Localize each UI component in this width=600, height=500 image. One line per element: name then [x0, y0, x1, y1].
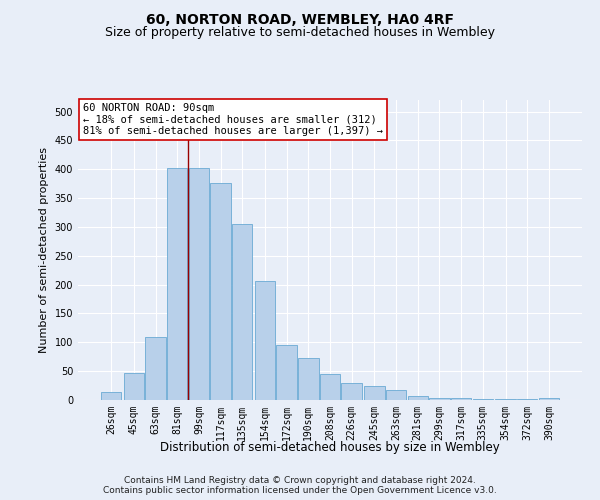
- Bar: [429, 398, 449, 400]
- Text: Size of property relative to semi-detached houses in Wembley: Size of property relative to semi-detach…: [105, 26, 495, 39]
- Bar: [407, 396, 428, 400]
- Bar: [364, 386, 385, 400]
- Text: Contains public sector information licensed under the Open Government Licence v3: Contains public sector information licen…: [103, 486, 497, 495]
- Bar: [124, 373, 144, 400]
- Bar: [451, 398, 472, 400]
- Bar: [211, 183, 231, 400]
- Text: 60, NORTON ROAD, WEMBLEY, HA0 4RF: 60, NORTON ROAD, WEMBLEY, HA0 4RF: [146, 12, 454, 26]
- Bar: [386, 390, 406, 400]
- Bar: [145, 337, 166, 400]
- Bar: [277, 345, 297, 400]
- Bar: [539, 398, 559, 400]
- Text: Distribution of semi-detached houses by size in Wembley: Distribution of semi-detached houses by …: [160, 441, 500, 454]
- Bar: [320, 374, 340, 400]
- Bar: [167, 168, 187, 400]
- Text: Contains HM Land Registry data © Crown copyright and database right 2024.: Contains HM Land Registry data © Crown c…: [124, 476, 476, 485]
- Bar: [188, 168, 209, 400]
- Bar: [496, 399, 516, 400]
- Bar: [341, 384, 362, 400]
- Bar: [473, 399, 493, 400]
- Bar: [101, 392, 121, 400]
- Y-axis label: Number of semi-detached properties: Number of semi-detached properties: [39, 147, 49, 353]
- Bar: [298, 358, 319, 400]
- Bar: [255, 281, 275, 400]
- Text: 60 NORTON ROAD: 90sqm
← 18% of semi-detached houses are smaller (312)
81% of sem: 60 NORTON ROAD: 90sqm ← 18% of semi-deta…: [83, 103, 383, 136]
- Bar: [232, 224, 253, 400]
